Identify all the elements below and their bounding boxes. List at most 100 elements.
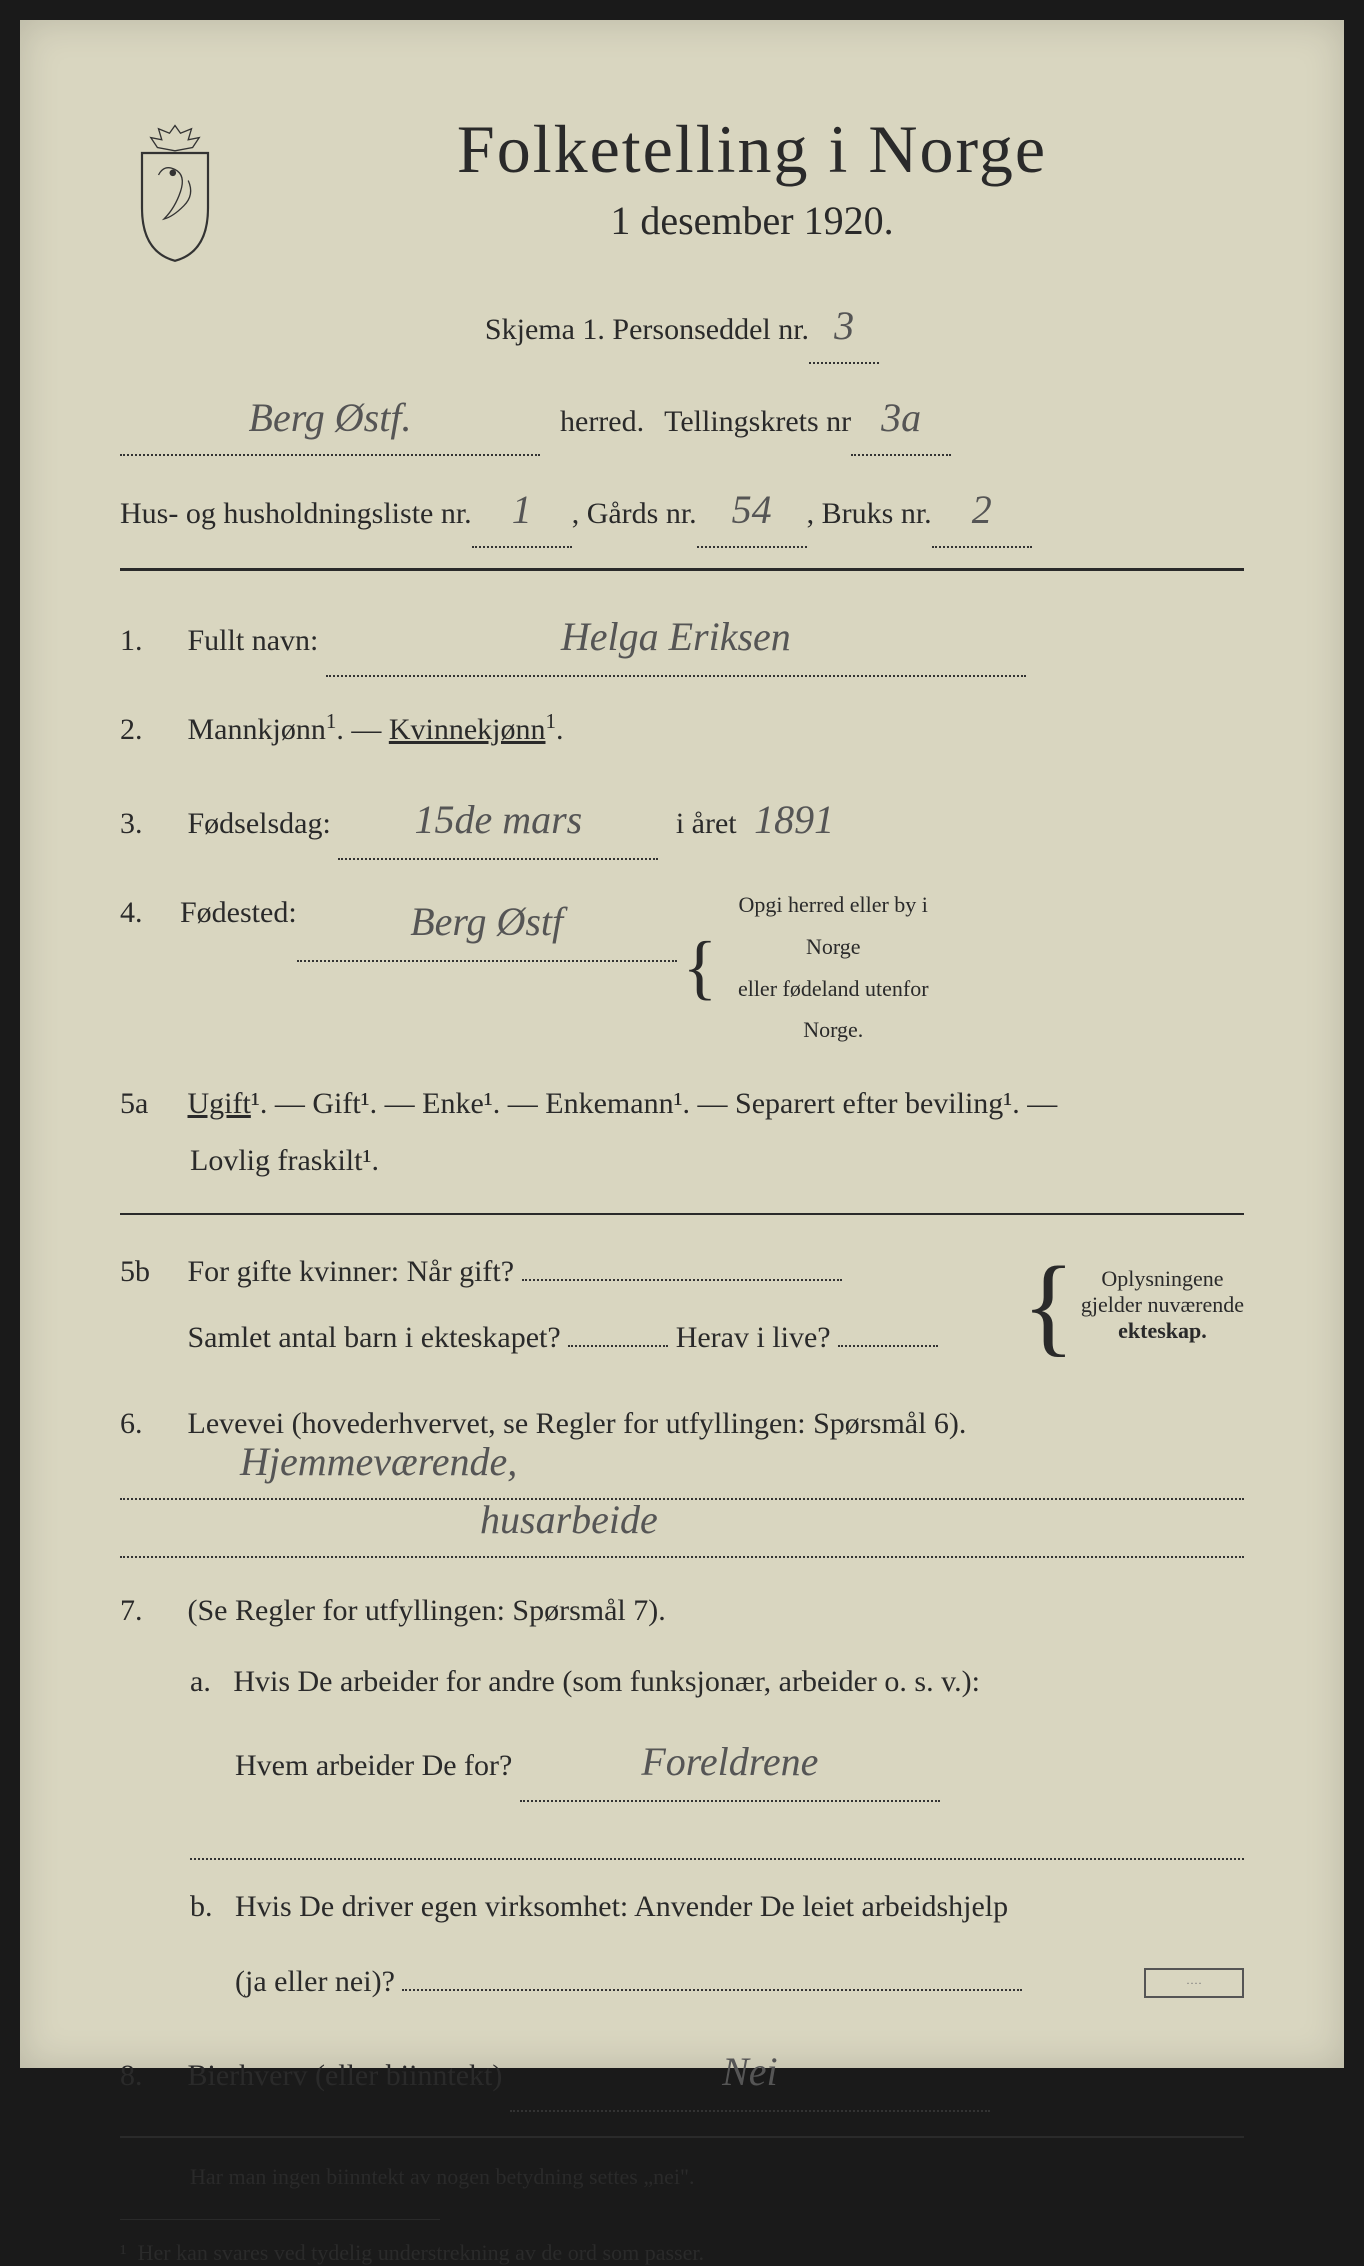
q4-label: Fødested: xyxy=(180,884,297,941)
q4-note-text: Opgi herred eller by i Norge eller fødel… xyxy=(723,884,943,1051)
footnote: ¹ Her kan svares ved tydelig understrekn… xyxy=(120,2240,1244,2266)
q5b-left: 5b For gifte kvinner: Når gift? Samlet a… xyxy=(120,1239,1016,1371)
divider-2 xyxy=(120,1213,1244,1215)
q6-val2: husarbeide xyxy=(480,1482,658,1558)
bruks-label: , Bruks nr. xyxy=(807,487,932,541)
q1-label: Fullt navn: xyxy=(188,624,319,657)
q5a: 5a Ugift¹. — Gift¹. — Enke¹. — Enkemann¹… xyxy=(120,1075,1244,1189)
husliste-nr: 1 xyxy=(472,474,572,548)
herred-line: Berg Østf. herred. Tellingskrets nr 3a xyxy=(120,382,1244,456)
header-row: Folketelling i Norge 1 desember 1920. xyxy=(120,110,1244,260)
gards-label: , Gårds nr. xyxy=(572,487,697,541)
q2-dash: . — xyxy=(336,713,381,746)
q8-num: 8. xyxy=(120,2047,180,2104)
q7a-label: a. xyxy=(190,1665,211,1698)
divider-1 xyxy=(120,568,1244,571)
q6: 6. Levevei (hovederhvervet, se Regler fo… xyxy=(120,1395,1244,1558)
q7a-value: Foreldrene xyxy=(520,1724,940,1802)
q7-num: 7. xyxy=(120,1582,180,1639)
q2-sup2: 1 xyxy=(545,709,556,733)
main-title: Folketelling i Norge xyxy=(260,110,1244,189)
footnote-text: Her kan svares ved tydelig understreknin… xyxy=(138,2240,704,2265)
q7b-text2: (ja eller nei)? xyxy=(235,1965,395,1998)
q6-resp1: Hjemmeværende, xyxy=(120,1452,1244,1500)
q7a-blank xyxy=(190,1812,1244,1860)
divider-3 xyxy=(120,2136,1244,2138)
q3-day: 15de mars xyxy=(338,782,658,860)
q5a-selected: Ugift xyxy=(188,1087,251,1120)
q7a-text1: Hvis De arbeider for andre (som funksjon… xyxy=(233,1665,980,1698)
q2-sup1: 1 xyxy=(326,709,337,733)
q3: 3. Fødselsdag: 15de mars i året 1891 xyxy=(120,782,1244,860)
q3-year-label: i året xyxy=(676,807,737,840)
q5b-note-text: Oplysningene gjelder nuværende ekteskap. xyxy=(1081,1266,1244,1344)
q7a: a. Hvis De arbeider for andre (som funks… xyxy=(120,1653,1244,1860)
q1: 1. Fullt navn: Helga Eriksen xyxy=(120,599,1244,677)
q5b-l2a: Samlet antal barn i ekteskapet? xyxy=(188,1321,561,1354)
tellingskrets-label: Tellingskrets nr xyxy=(664,395,851,449)
skjema-line: Skjema 1. Personseddel nr. 3 xyxy=(120,290,1244,364)
q7a-line2: Hvem arbeider De for? Foreldrene xyxy=(190,1724,1244,1802)
q4-value: Berg Østf xyxy=(297,884,677,962)
q7b-value xyxy=(402,1949,1022,1991)
q2-opt-b: Kvinnekjønn xyxy=(389,713,546,746)
brace-icon: { xyxy=(683,946,718,989)
q5b-note: { Oplysningene gjelder nuværende ekteska… xyxy=(1016,1266,1244,1344)
bruks-nr: 2 xyxy=(932,474,1032,548)
census-form-page: Folketelling i Norge 1 desember 1920. Sk… xyxy=(20,20,1344,2068)
q2-opt-a: Mannkjønn xyxy=(188,713,326,746)
q5b-gift-value xyxy=(522,1239,842,1281)
herred-value: Berg Østf. xyxy=(120,382,540,456)
q2-num: 2. xyxy=(120,701,180,758)
q5b-l2b: Herav i live? xyxy=(676,1321,831,1354)
q5b: 5b For gifte kvinner: Når gift? Samlet a… xyxy=(120,1239,1244,1371)
q5b-n1: Oplysningene xyxy=(1101,1266,1223,1291)
q7a-text2: Hvem arbeider De for? xyxy=(235,1749,512,1782)
q4: 4. Fødested: Berg Østf { Opgi herred ell… xyxy=(120,884,1244,1051)
q6-num: 6. xyxy=(120,1395,180,1452)
q5b-n3: ekteskap. xyxy=(1118,1318,1207,1343)
q5b-num: 5b xyxy=(120,1239,180,1305)
q5a-line2: Lovlig fraskilt¹. xyxy=(120,1132,1244,1189)
personseddel-nr: 3 xyxy=(809,290,879,364)
q7b: b. Hvis De driver egen virksomhet: Anven… xyxy=(120,1878,1244,2010)
footnote-separator xyxy=(120,2219,440,2220)
q7b-text1: Hvis De driver egen virksomhet: Anvender… xyxy=(235,1890,1008,1923)
q1-value: Helga Eriksen xyxy=(326,599,1026,677)
q2: 2. Mannkjønn1. — Kvinnekjønn1. xyxy=(120,701,1244,758)
q7b-label: b. xyxy=(190,1890,213,1923)
footnote-marker: ¹ xyxy=(120,2240,127,2265)
q8-label: Bierhverv (eller biinntekt) xyxy=(188,2059,503,2092)
q7: 7. (Se Regler for utfyllingen: Spørsmål … xyxy=(120,1582,1244,2010)
q7b-line2: (ja eller nei)? xyxy=(190,1949,1244,2010)
herred-label: herred. xyxy=(560,395,644,449)
q5a-num: 5a xyxy=(120,1075,180,1132)
q7-label: (Se Regler for utfyllingen: Spørsmål 7). xyxy=(188,1594,666,1627)
q2-suffix: . xyxy=(556,713,564,746)
q5b-n2: gjelder nuværende xyxy=(1081,1292,1244,1317)
q3-num: 3. xyxy=(120,795,180,852)
date-subtitle: 1 desember 1920. xyxy=(260,197,1244,244)
q8-value: Nei xyxy=(510,2034,990,2112)
q5a-rest: ¹. — Gift¹. — Enke¹. — Enkemann¹. — Sepa… xyxy=(251,1087,1057,1120)
tellingskrets-nr: 3a xyxy=(851,382,951,456)
q1-num: 1. xyxy=(120,612,180,669)
q4-num: 4. xyxy=(120,884,180,941)
skjema-label: Skjema 1. Personseddel nr. xyxy=(485,303,809,357)
q5b-l1a: For gifte kvinner: Når gift? xyxy=(188,1255,515,1288)
coat-of-arms-icon xyxy=(120,120,230,260)
q5b-live-value xyxy=(838,1305,938,1347)
husliste-line: Hus- og husholdningsliste nr. 1 , Gårds … xyxy=(120,474,1244,548)
crest-svg xyxy=(120,120,230,263)
q6-val1: Hjemmeværende, xyxy=(240,1424,517,1500)
q5b-barn-value xyxy=(568,1305,668,1347)
q4-note: { Opgi herred eller by i Norge eller fød… xyxy=(677,884,944,1051)
stamp-icon: ···· xyxy=(1144,1968,1244,1998)
q3-year: 1891 xyxy=(754,782,834,858)
title-block: Folketelling i Norge 1 desember 1920. xyxy=(260,110,1244,244)
q4-note-l1: Opgi herred eller by i Norge xyxy=(739,892,928,959)
q8: 8. Bierhverv (eller biinntekt) Nei xyxy=(120,2034,1244,2112)
gards-nr: 54 xyxy=(697,474,807,548)
husliste-label: Hus- og husholdningsliste nr. xyxy=(120,487,472,541)
footer-note: Har man ingen biinntekt av nogen betydni… xyxy=(120,2162,1244,2193)
